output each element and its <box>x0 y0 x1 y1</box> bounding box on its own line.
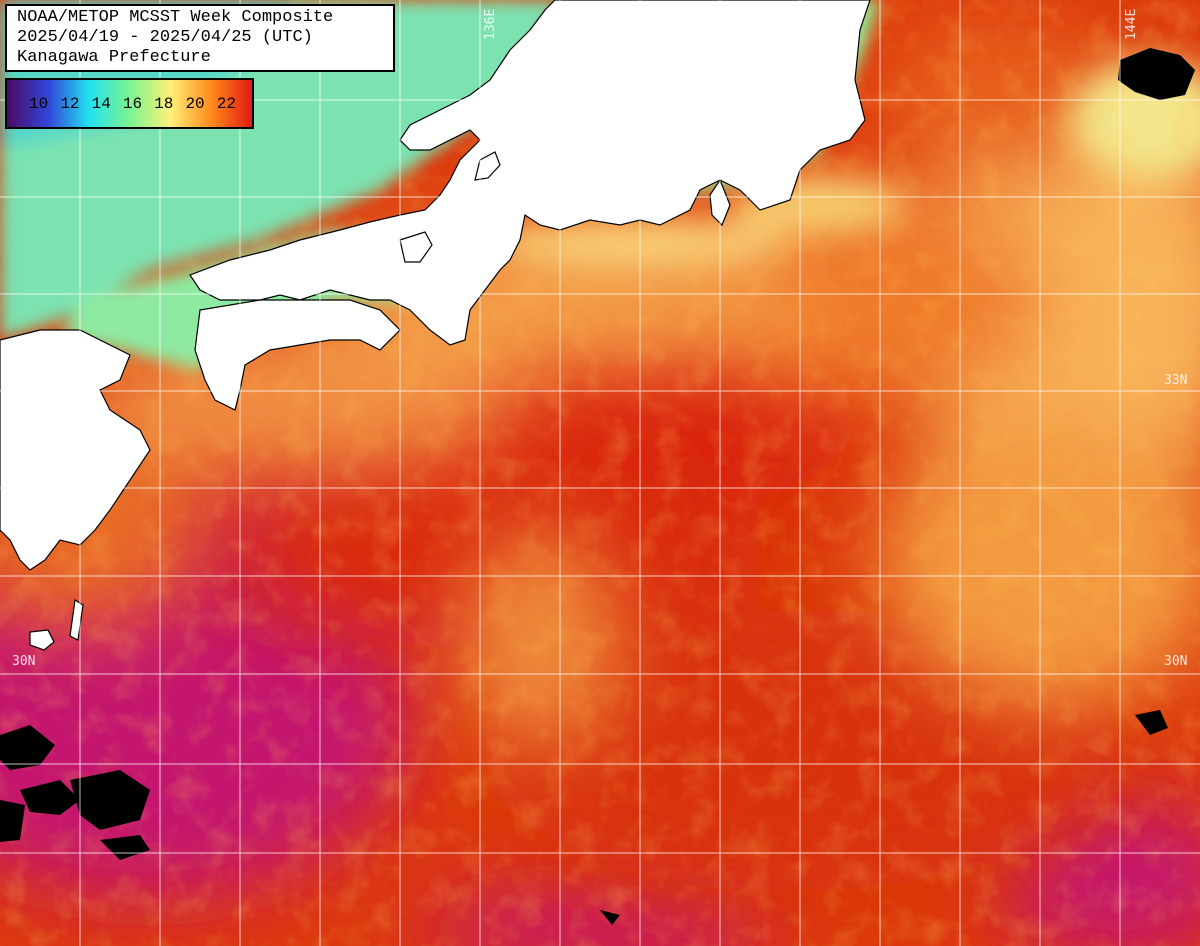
land-shikoku <box>194 299 401 411</box>
lat-label-30n-right: 30N <box>1164 654 1188 669</box>
land-awaji <box>399 231 433 263</box>
land-yakushima <box>29 629 55 651</box>
lat-label-33n: 33N <box>1164 373 1188 388</box>
lon-label-144e: 144E <box>1124 8 1139 40</box>
lat-label-30n-left: 30N <box>12 654 36 669</box>
date-range-line: 2025/04/19 - 2025/04/25 (UTC) <box>17 28 313 47</box>
temperature-legend: 10 12 14 16 18 20 22 <box>5 78 254 129</box>
legend-tick: 22 <box>216 94 236 113</box>
land-small-island <box>474 151 501 181</box>
legend-tick: 12 <box>60 94 80 113</box>
land-kyushu <box>0 329 151 571</box>
land <box>0 0 871 651</box>
region-line: Kanagawa Prefecture <box>17 48 211 67</box>
title-line: NOAA/METOP MCSST Week Composite <box>17 8 334 27</box>
legend-tick: 16 <box>122 94 143 113</box>
land-honshu <box>189 0 871 346</box>
cloud-mask <box>0 48 1195 925</box>
legend-tick: 18 <box>154 94 174 113</box>
lon-label-136e: 136E <box>483 8 498 40</box>
legend-tick: 14 <box>91 94 111 113</box>
legend-tick: 10 <box>29 94 49 113</box>
legend-tick: 20 <box>185 94 205 113</box>
map-title-box: NOAA/METOP MCSST Week Composite 2025/04/… <box>5 4 395 72</box>
